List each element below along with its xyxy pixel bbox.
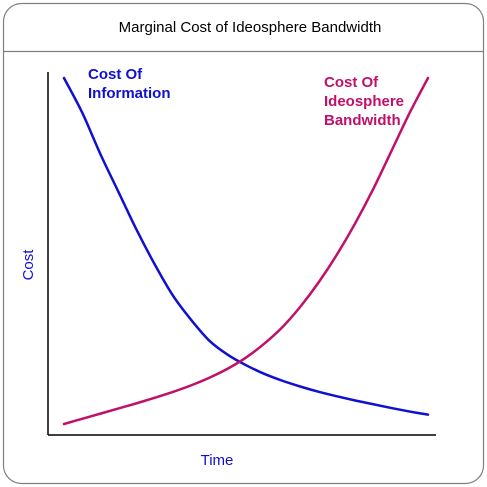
- series-group: [62, 76, 430, 426]
- series-labels: Cost Of Information Cost Of Ideosphere Bandw…: [88, 66, 404, 129]
- series-label-cost-of-ideosphere-bandwidth: Cost Of Ideosphere Bandwidth: [324, 74, 404, 129]
- series-line-cost-of-ideosphere-bandwidth: [62, 76, 430, 426]
- chart-title: Marginal Cost of Ideosphere Bandwidth: [119, 19, 382, 36]
- series-label-line: Information: [88, 85, 171, 102]
- series-label-line: Cost Of: [88, 66, 143, 83]
- x-axis-label: Time: [201, 452, 234, 469]
- y-axis-label: Cost: [20, 249, 37, 281]
- series-line-cost-of-information: [62, 76, 430, 416]
- series-label-cost-of-information: Cost Of Information: [88, 66, 171, 102]
- series-label-line: Cost Of: [324, 74, 379, 91]
- series-label-line: Ideosphere: [324, 93, 404, 110]
- series-label-line: Bandwidth: [324, 112, 401, 129]
